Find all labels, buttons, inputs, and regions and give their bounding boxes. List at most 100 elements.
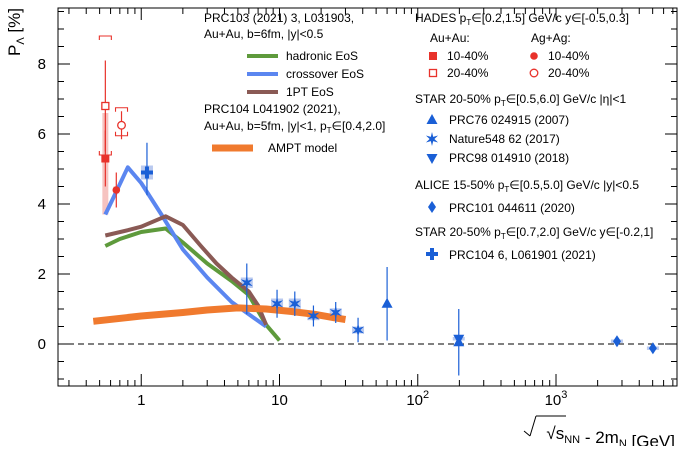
hades-header-part: ∈[0.2,1.5] GeV/c y∈[-0.5,0.3] — [471, 11, 629, 25]
star-prc98-014910-2018-point — [453, 334, 465, 345]
star-nature548-62-2017-point — [307, 309, 320, 323]
y-tick-label: 6 — [38, 126, 46, 143]
x-tick-label-base: 10 — [545, 392, 562, 409]
legend-label-nature548-62-2017: Nature548 62 (2017) — [449, 132, 560, 146]
legend-label-prc104-6-l061901-2021: PRC104 6, L061901 (2021) — [449, 248, 596, 262]
legend-layer: PRC103 (2021) 3, L031903, Au+Au, b=6fm, |… — [204, 11, 653, 262]
star-nature548-62-2017-point — [288, 296, 301, 311]
legend-marker-star1-0 — [426, 114, 438, 124]
legend-marker-alice — [428, 201, 436, 213]
star2-header-part: T — [501, 232, 506, 241]
frame-layer — [57, 7, 678, 387]
hades-au-au-20-40-sys-bracket-top — [98, 35, 112, 40]
alice-prc101-044611-2020-point — [648, 342, 657, 355]
x-axis-title-part: NN — [564, 434, 580, 446]
hades-header-part: T — [466, 18, 471, 27]
hades-header-part: HADES p — [415, 11, 467, 25]
x-axis-title-part: √ — [546, 424, 556, 443]
x-tick-label: 1 — [137, 392, 145, 409]
legend-label-ampt-model: AMPT model — [268, 141, 337, 155]
x-tick-label: 10 — [271, 392, 288, 409]
1pt-eos-curve — [104, 214, 268, 326]
legend-marker-hades-2 — [530, 52, 538, 60]
plot-frame — [57, 7, 678, 387]
hades-au-au-10-40-point — [101, 154, 110, 163]
x-tick-label: 103 — [545, 389, 568, 409]
hades-ag-ag-10-40-point — [112, 186, 121, 194]
legend-marker-star1-2 — [426, 154, 438, 164]
x-tick-label-base: 10 — [406, 392, 423, 409]
star-nature548-62-2017-point — [240, 275, 253, 290]
legend-label-1pt-eos: 1PT EoS — [286, 85, 334, 99]
x-axis-title-part: s — [556, 424, 565, 443]
hades-ag-ag-20-40-point — [117, 120, 126, 130]
legend-marker-hades-3 — [529, 68, 539, 78]
legend-marker-hades-1 — [428, 68, 438, 78]
x-axis-title-radical-stem — [529, 415, 537, 437]
star2-header: STAR 20-50% pT∈[0.7,2.0] GeV/c y∈[-0.2,1… — [415, 225, 653, 241]
hades-auau-label: Au+Au: — [430, 31, 470, 45]
marker-layer — [101, 101, 657, 355]
star-nature548-62-2017-point — [270, 296, 284, 311]
star-prc104-6-l061901-2021-point — [140, 166, 153, 179]
legend-marker-star2 — [426, 248, 438, 260]
x-axis-title-part: [GeV] — [627, 432, 675, 446]
y-tick-label: 2 — [38, 266, 46, 283]
star1-header-part: ∈[0.5,6.0] GeV/c |η|<1 — [506, 92, 627, 106]
star-prc76-024915-2007-point — [381, 297, 393, 308]
star2-header-part: ∈[0.7,2.0] GeV/c y∈[-0.2,1] — [506, 225, 654, 239]
x-axis-title-part: N — [619, 438, 627, 446]
model2-subheader: Au+Au, b=5fm, |y|<1, pT∈[0.4,2.0] — [204, 119, 385, 135]
model-curves-layer — [92, 165, 347, 342]
model1-subheader: Au+Au, b=6fm, |y|<0.5 — [204, 27, 324, 41]
hades-au-au-20-40-point — [101, 101, 110, 111]
star2-header-part: STAR 20-50% p — [415, 225, 501, 239]
model2-subheader-part: ∈[0.4,2.0] — [332, 119, 386, 133]
y-tick-label: 4 — [38, 196, 46, 213]
legend-label-hades-3: 20-40% — [548, 66, 590, 80]
legend-label-hades-1: 20-40% — [447, 66, 489, 80]
legend-label-prc101-044611-2020: PRC101 044611 (2020) — [449, 201, 575, 215]
y-axis-title: PΛ [%] — [5, 8, 27, 56]
legend-label-prc98-014910-2018: PRC98 014910 (2018) — [449, 151, 569, 165]
model2-header: PRC104 L041902 (2021), — [204, 102, 341, 116]
y-tick-label: 8 — [38, 56, 46, 73]
legend-label-crossover-eos: crossover EoS — [286, 67, 364, 81]
hades-agag-label: Ag+Ag: — [531, 31, 571, 45]
alice-header-part: ALICE 15-50% p — [415, 178, 505, 192]
y-axis-title-part: Λ — [15, 37, 27, 45]
star1-header-part: STAR 20-50% p — [415, 92, 501, 106]
star1-header: STAR 20-50% pT∈[0.5,6.0] GeV/c |η|<1 — [415, 92, 626, 108]
alice-header-part: ∈[0.5,5.0] GeV/c |y|<0.5 — [509, 178, 639, 192]
star-nature548-62-2017-point — [351, 323, 365, 337]
star-nature548-62-2017-point — [329, 305, 342, 320]
y-axis-title-part: [%] — [5, 8, 24, 37]
legend-label-prc76-024915-2007: PRC76 024915 (2007) — [449, 113, 569, 127]
y-tick-label: 0 — [38, 336, 46, 353]
legend-label-hadronic-eos: hadronic EoS — [286, 49, 358, 63]
alice-header-part: T — [504, 185, 509, 194]
model2-subheader-part: T — [327, 126, 332, 135]
x-tick-label-exponent: 3 — [561, 389, 567, 401]
alice-prc101-044611-2020-point — [612, 335, 621, 348]
legend-label-hades-0: 10-40% — [447, 49, 489, 63]
legend-marker-star1-1 — [425, 132, 439, 146]
model2-subheader-part: Au+Au, b=5fm, |y|<1, p — [204, 119, 327, 133]
legend-label-hades-2: 10-40% — [548, 49, 590, 63]
alice-header: ALICE 15-50% pT∈[0.5,5.0] GeV/c |y|<0.5 — [415, 178, 639, 194]
star1-header-part: T — [501, 99, 506, 108]
ampt-model-band — [92, 304, 347, 325]
hades-ag-ag-20-40-sys-bracket-top — [114, 107, 129, 112]
hades-header: HADES pT∈[0.2,1.5] GeV/c y∈[-0.5,0.3] — [415, 11, 629, 27]
y-axis-title-part: P — [5, 45, 24, 56]
x-tick-label-exponent: 2 — [423, 389, 429, 401]
x-tick-label: 102 — [406, 389, 429, 409]
x-axis-title-radical-tick — [523, 430, 531, 437]
model1-header: PRC103 (2021) 3, L031903, — [204, 11, 354, 25]
x-axis-title: √sNN - 2mN [GeV] — [546, 424, 675, 446]
legend-marker-hades-0 — [429, 52, 437, 60]
